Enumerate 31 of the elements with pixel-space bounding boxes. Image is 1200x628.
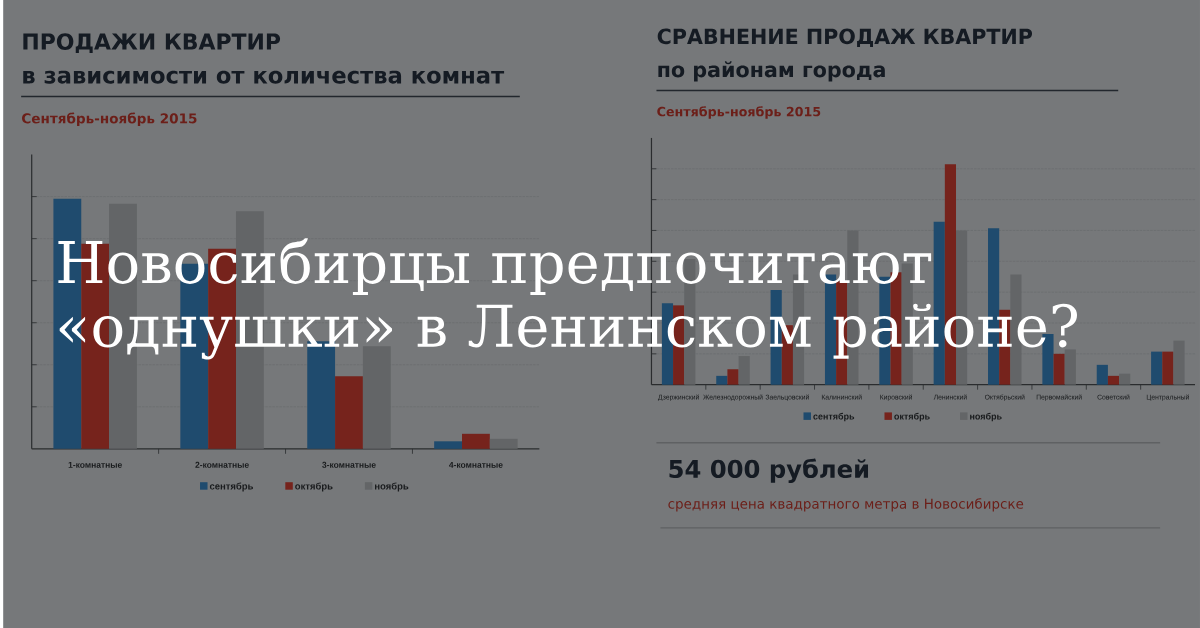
bar [716, 375, 728, 385]
bar [1162, 351, 1174, 385]
chart-subtitle: в зависимости от количества комнат [23, 70, 505, 84]
legend-label: ноябрь [375, 482, 409, 492]
x-tick-label: 3-комнатные [322, 461, 376, 468]
legend-label: ноябрь [970, 412, 1002, 422]
bar [335, 376, 363, 449]
legend-label: октябрь [295, 482, 333, 492]
legend-label: сентябрь [209, 482, 253, 492]
bar [461, 433, 490, 449]
x-tick-label: 4-комнатные [448, 461, 503, 468]
text: 54 000 рублей [669, 458, 869, 483]
text: средняя цена квадратного метра в Новосибирске [668, 498, 1024, 512]
bar [489, 438, 518, 449]
text: Сентябрь-ноябрь 2015 [22, 112, 197, 126]
bar [1107, 375, 1120, 385]
legend-label: сентябрь [813, 412, 855, 422]
bar [738, 355, 750, 385]
text: Сентябрь-ноябрь 2015 [657, 105, 821, 119]
bar [1173, 340, 1185, 385]
x-tick-label: 1-комнатные [68, 461, 122, 468]
chart-title: СРАВНЕНИЕ ПРОДАЖ КВАРТИР [657, 28, 1033, 47]
bar [434, 441, 462, 449]
bar [1119, 373, 1131, 385]
bar [1096, 364, 1108, 385]
bar [1151, 351, 1163, 385]
legend-label: октябрь [894, 412, 930, 422]
chart-subtitle: по районам города [658, 61, 885, 82]
chart-title: ПРОДАЖИ КВАРТИР [23, 33, 281, 53]
x-tick-label: 2-комнатные [195, 461, 249, 468]
bar [727, 369, 739, 385]
